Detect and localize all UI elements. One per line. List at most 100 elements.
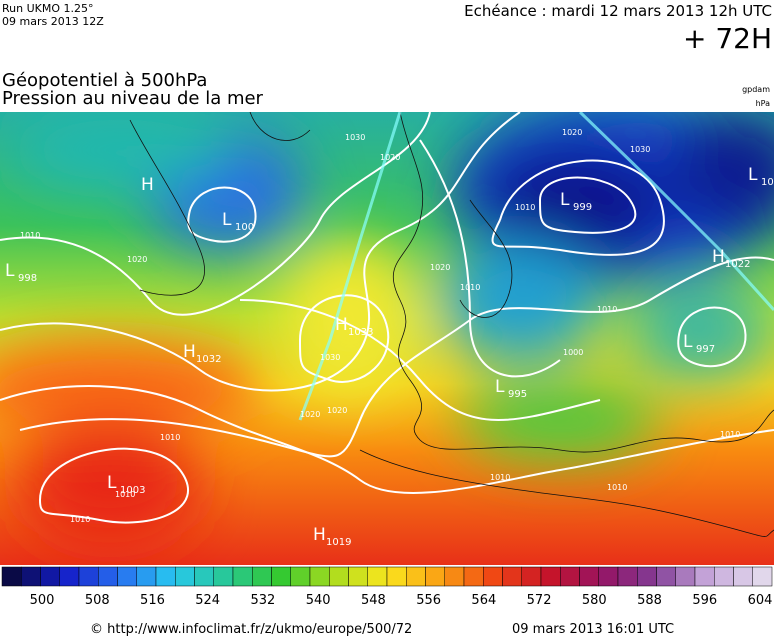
colorbar-swatch xyxy=(367,566,388,587)
colorbar-swatch xyxy=(290,566,311,587)
contour-label: 1000 xyxy=(563,348,583,357)
colorbar-tick-label: 548 xyxy=(361,593,386,608)
generated-time: 09 mars 2013 16:01 UTC xyxy=(512,622,674,637)
contour-label: 1010 xyxy=(20,231,40,240)
system-letter: L xyxy=(560,190,570,210)
system-pressure: 998 xyxy=(18,273,37,284)
system-letter: H xyxy=(183,342,196,362)
run-date: 09 mars 2013 12Z xyxy=(2,15,104,28)
colorbar-swatch xyxy=(348,566,368,587)
colorbar-tick-label: 524 xyxy=(195,593,220,608)
colorbar-tick-label: 604 xyxy=(748,593,773,608)
contour-label: 1020 xyxy=(562,128,582,137)
colorbar-swatch xyxy=(271,566,291,587)
system-pressure: 995 xyxy=(508,389,527,400)
system-letter: L xyxy=(748,165,758,185)
colorbar-swatch xyxy=(232,566,253,587)
colorbar-swatch xyxy=(675,566,696,587)
run-label: Run UKMO 1.25° xyxy=(2,2,94,15)
colorbar-swatch xyxy=(540,566,561,587)
colorbar-swatch xyxy=(521,566,542,587)
system-pressure: 100 xyxy=(235,222,254,233)
colorbar-swatch xyxy=(175,566,195,587)
colorbar-swatch xyxy=(483,566,503,587)
contour-label: 1030 xyxy=(320,353,340,362)
colorbar-swatch xyxy=(117,566,137,587)
colorbar-swatch xyxy=(194,566,214,587)
colorbar-swatch xyxy=(309,566,330,587)
colorbar-swatch xyxy=(386,566,407,587)
colorbar-swatch xyxy=(406,566,426,587)
colorbar-swatch xyxy=(213,566,234,587)
colorbar-swatch xyxy=(1,566,22,587)
contour-label: 1030 xyxy=(345,133,365,142)
system-letter: L xyxy=(495,377,505,397)
title-pressure: Pression au niveau de la mer xyxy=(2,88,264,109)
colorbar-swatch xyxy=(598,566,619,587)
colorbar-swatch xyxy=(694,566,715,587)
colorbar-swatch xyxy=(463,566,484,587)
system-pressure: 1032 xyxy=(196,354,221,365)
contour-label: 1010 xyxy=(460,283,480,292)
colorbar-swatch xyxy=(59,566,80,587)
colorbar-swatch xyxy=(444,566,465,587)
height-field xyxy=(0,112,774,545)
colorbar-swatch xyxy=(733,566,753,587)
contour-label: 1010 xyxy=(597,305,617,314)
system-letter: H xyxy=(313,525,326,545)
source-url: © http://www.infoclimat.fr/z/ukmo/europe… xyxy=(90,622,412,637)
colorbar-swatch xyxy=(136,566,157,587)
colorbar-tick-label: 516 xyxy=(140,593,165,608)
contour-label: 1030 xyxy=(630,145,650,154)
contour-label: 1010 xyxy=(607,483,627,492)
jet-line xyxy=(298,112,402,421)
system-pressure: 997 xyxy=(696,344,715,355)
system-pressure: 1019 xyxy=(326,537,351,548)
system-letter: L xyxy=(222,210,232,230)
colorbar-swatch xyxy=(617,566,638,587)
jet-line xyxy=(578,112,774,312)
colorbar xyxy=(1,566,773,587)
colorbar-tick-label: 540 xyxy=(306,593,331,608)
colorbar-tick-label: 508 xyxy=(85,593,110,608)
colorbar-swatch xyxy=(252,566,272,587)
contour-label: 1020 xyxy=(380,153,400,162)
isobars xyxy=(0,112,774,524)
system-letter: H xyxy=(335,315,348,335)
colorbar-swatch xyxy=(78,566,99,587)
colorbar-swatch xyxy=(714,566,734,587)
system-letter: H xyxy=(712,247,725,267)
unit-hpa: hPa xyxy=(756,99,771,108)
contour-label: 1010 xyxy=(115,490,135,499)
colorbar-tick-label: 596 xyxy=(692,593,717,608)
system-pressure: 1022 xyxy=(725,259,750,270)
system-letter: L xyxy=(107,473,117,493)
colorbar-tick-label: 556 xyxy=(416,593,441,608)
system-pressure: 999 xyxy=(573,202,592,213)
contour-label: 1020 xyxy=(430,263,450,272)
colorbar-tick-label: 580 xyxy=(582,593,607,608)
contour-label: 1010 xyxy=(160,433,180,442)
contour-label: 1010 xyxy=(720,430,740,439)
system-letter: L xyxy=(683,332,693,352)
title-geopotential: Géopotentiel à 500hPa xyxy=(2,70,207,91)
colorbar-tick-label: 572 xyxy=(527,593,552,608)
coastlines xyxy=(129,112,774,537)
colorbar-swatch xyxy=(752,566,773,587)
contour-label: 1010 xyxy=(515,203,535,212)
system-pressure: 1003 xyxy=(120,485,145,496)
lead-time: + 72H xyxy=(683,22,772,55)
colorbar-tick-label: 500 xyxy=(30,593,55,608)
colorbar-swatch xyxy=(579,566,599,587)
contour-label: 1010 xyxy=(70,515,90,524)
system-letter: H xyxy=(141,175,154,195)
colorbar-swatch xyxy=(560,566,580,587)
system-pressure: 1033 xyxy=(348,327,373,338)
contour-label: 1020 xyxy=(127,255,147,264)
unit-gpdam: gpdam xyxy=(742,85,770,94)
system-letter: L xyxy=(5,261,15,281)
colorbar-swatch xyxy=(637,566,657,587)
colorbar-swatch xyxy=(656,566,676,587)
contour-label: 1010 xyxy=(490,473,510,482)
